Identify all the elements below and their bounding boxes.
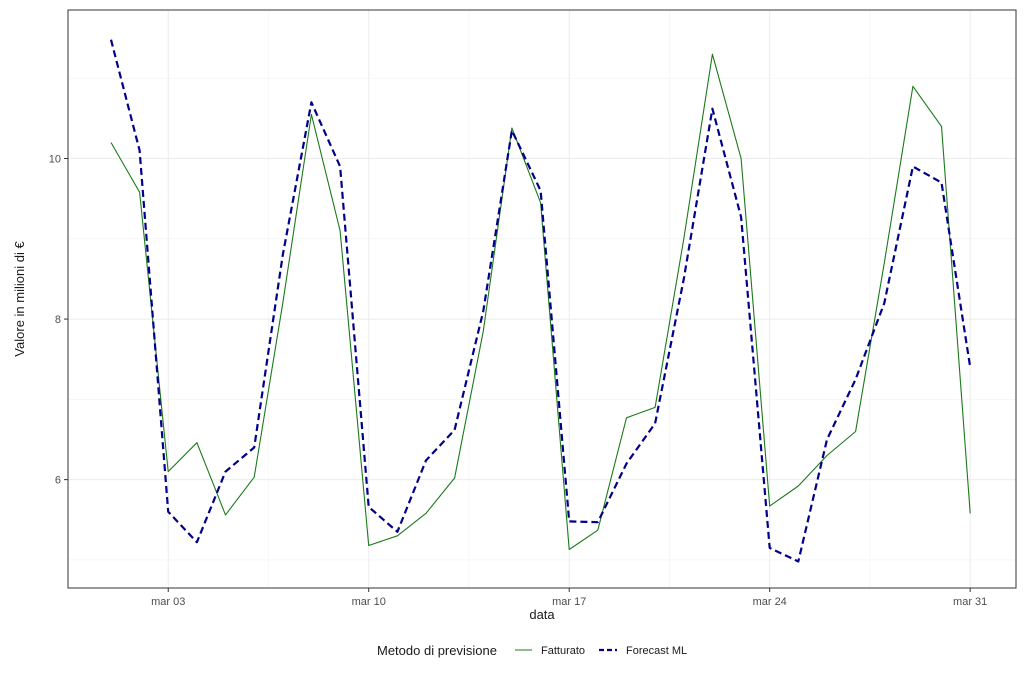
x-axis-title: data [529, 607, 555, 622]
y-tick-label: 10 [49, 154, 61, 166]
x-tick-label: mar 31 [953, 596, 987, 608]
series-line-forecast-ml [109, 39, 972, 563]
y-tick-label: 6 [55, 475, 61, 487]
legend-title: Metodo di previsione [377, 643, 497, 658]
legend: Metodo di previsione Fatturato Forecast … [377, 643, 687, 658]
series-line-fatturato [110, 53, 971, 551]
legend-label-forecast-ml: Forecast ML [626, 645, 687, 657]
grid [68, 10, 1016, 588]
x-tick-label: mar 10 [352, 596, 386, 608]
plot-panel-border [67, 9, 1017, 589]
x-tick-label: mar 03 [151, 596, 185, 608]
x-tick-label: mar 24 [753, 596, 787, 608]
x-tick-label: mar 17 [552, 596, 586, 608]
series-layer [109, 39, 972, 563]
y-tick-label: 8 [55, 314, 61, 326]
legend-label-fatturato: Fatturato [541, 645, 585, 657]
y-axis-title: Valore in milioni di € [12, 241, 27, 357]
x-axis: mar 03 mar 10 mar 17 mar 24 mar 31 [151, 588, 987, 608]
y-axis: 6 8 10 [49, 154, 68, 487]
